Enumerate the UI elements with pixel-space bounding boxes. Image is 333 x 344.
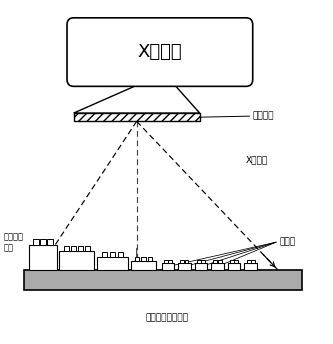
Bar [218, 260, 222, 264]
Bar [97, 257, 128, 270]
Bar [131, 261, 156, 270]
Bar [244, 264, 257, 270]
Bar [228, 264, 240, 270]
Bar [24, 270, 302, 290]
Bar [168, 260, 172, 264]
Text: 合金阶梯
试块: 合金阶梯 试块 [4, 233, 24, 252]
Bar [211, 264, 224, 270]
Bar [40, 239, 46, 245]
Bar [251, 260, 255, 264]
Bar [64, 246, 69, 251]
Text: 铜滤波板: 铜滤波板 [253, 112, 274, 121]
Bar [47, 239, 53, 245]
Bar [195, 264, 207, 270]
Text: X射线束: X射线束 [246, 155, 268, 164]
Bar [78, 246, 83, 251]
Bar [141, 257, 146, 261]
Bar [201, 260, 205, 264]
Bar [234, 260, 238, 264]
Text: X射线机: X射线机 [138, 43, 182, 61]
Bar [178, 264, 191, 270]
Bar [118, 252, 123, 257]
Bar [24, 270, 302, 290]
Bar [184, 260, 188, 264]
Bar [180, 260, 184, 264]
Bar [135, 257, 140, 261]
Text: 准直器: 准直器 [279, 238, 295, 247]
Bar [29, 245, 57, 270]
Bar [74, 113, 200, 121]
Bar [148, 257, 152, 261]
Bar [247, 260, 251, 264]
Bar [103, 252, 107, 257]
Bar [110, 252, 115, 257]
Bar [213, 260, 217, 264]
Bar [33, 239, 39, 245]
Bar [230, 260, 234, 264]
Bar [197, 260, 201, 264]
Bar [162, 264, 174, 270]
Bar [59, 251, 94, 270]
Polygon shape [74, 79, 200, 113]
Bar [164, 260, 168, 264]
Text: 数字化辐射探测器: 数字化辐射探测器 [145, 313, 188, 322]
Bar [71, 246, 76, 251]
FancyBboxPatch shape [67, 18, 253, 86]
Bar [85, 246, 90, 251]
